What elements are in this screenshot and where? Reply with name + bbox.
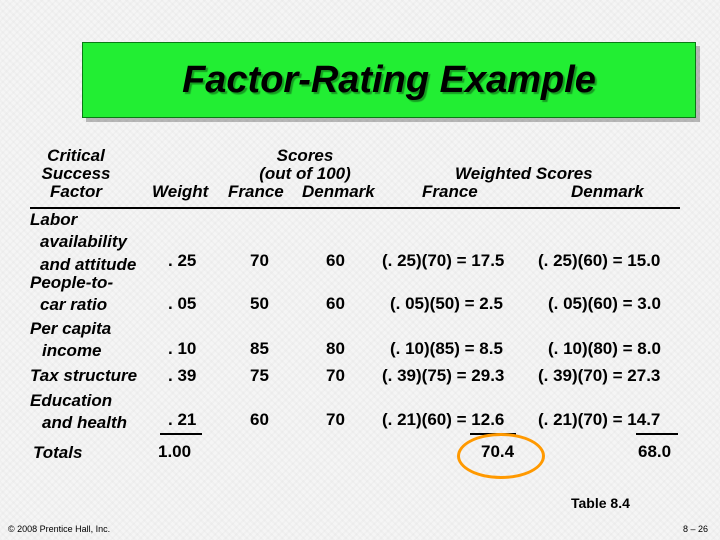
score-denmark: 80 [326, 339, 345, 358]
weighted-denmark: (. 25)(60) = 15.0 [538, 251, 661, 270]
denmark-total-rule [636, 433, 678, 435]
factor-label: Labor availability and attitude [30, 210, 137, 274]
header-scores: Scores (out of 100) [259, 146, 351, 183]
table-caption: Table 8.4 [571, 495, 630, 511]
weighted-france: (. 10)(85) = 8.5 [390, 339, 503, 358]
weighted-france: (. 39)(75) = 29.3 [382, 366, 505, 385]
factor-label: Education and health [30, 391, 128, 432]
copyright: © 2008 Prentice Hall, Inc. [8, 524, 111, 534]
weighted-denmark: (. 10)(80) = 8.0 [548, 339, 661, 358]
score-france: 60 [250, 410, 269, 429]
highlight-oval [457, 433, 545, 479]
weighted-denmark: (. 21)(70) = 14.7 [538, 410, 661, 429]
weight-value: . 21 [168, 410, 197, 429]
score-france: 70 [250, 251, 269, 270]
score-denmark: 60 [326, 251, 345, 270]
weighted-denmark: (. 05)(60) = 3.0 [548, 294, 661, 313]
header-weighted-france: France [422, 182, 478, 201]
header-divider [30, 207, 680, 209]
weighted-france: (. 21)(60) = 12.6 [382, 410, 505, 429]
score-denmark: 70 [326, 366, 345, 385]
weight-value: . 10 [168, 339, 197, 358]
header-weighted-denmark: Denmark [571, 182, 644, 201]
header-weight: Weight [152, 182, 209, 201]
header-factor: Critical Success Factor [41, 146, 111, 201]
weight-value: . 25 [168, 251, 197, 270]
header-weighted-scores: Weighted Scores [455, 164, 593, 183]
score-denmark: 60 [326, 294, 345, 313]
weight-value: . 05 [168, 294, 197, 313]
title-banner: Factor-Rating Example [82, 42, 696, 118]
score-france: 85 [250, 339, 269, 358]
weighted-france: (. 05)(50) = 2.5 [390, 294, 503, 313]
score-denmark: 70 [326, 410, 345, 429]
totals-label: Totals [33, 443, 83, 462]
header-france: France [228, 182, 284, 201]
factor-label: People-to- car ratio [30, 273, 114, 314]
weighted-france: (. 25)(70) = 17.5 [382, 251, 505, 270]
factor-label: Tax structure [30, 366, 138, 385]
header-denmark: Denmark [302, 182, 375, 201]
weight-value: . 39 [168, 366, 197, 385]
weighted-denmark: (. 39)(70) = 27.3 [538, 366, 661, 385]
slide-title: Factor-Rating Example [182, 59, 596, 101]
factor-label: Per capita income [30, 319, 112, 360]
page-number: 8 – 26 [683, 524, 709, 534]
weight-total: 1.00 [158, 442, 192, 461]
weight-total-rule [160, 433, 202, 435]
denmark-total: 68.0 [638, 442, 672, 461]
score-france: 50 [250, 294, 269, 313]
score-france: 75 [250, 366, 269, 385]
